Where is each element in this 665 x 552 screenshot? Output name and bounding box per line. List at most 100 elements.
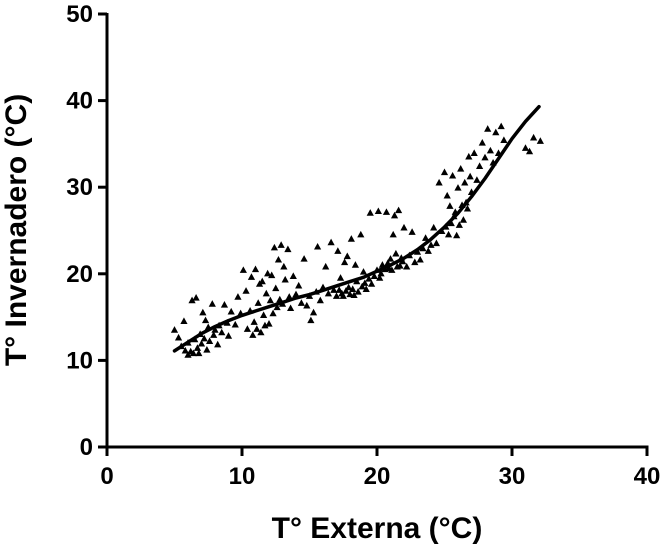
- data-point: [461, 179, 468, 186]
- tick-labels: 0 10 20 30 40 0 10 20 30 40 50: [66, 1, 660, 490]
- data-point: [314, 243, 321, 250]
- data-point: [484, 125, 491, 132]
- data-point: [295, 282, 302, 289]
- data-point: [481, 154, 488, 161]
- data-point: [444, 192, 451, 199]
- data-point: [400, 224, 407, 231]
- data-point: [251, 318, 258, 325]
- data-point: [249, 331, 256, 338]
- data-point: [244, 325, 251, 332]
- y-tick-label: 50: [66, 1, 93, 28]
- data-point: [180, 317, 187, 324]
- axes: [98, 13, 649, 456]
- data-point: [252, 265, 259, 272]
- data-point: [298, 299, 305, 306]
- data-point: [460, 216, 467, 223]
- data-point: [199, 309, 206, 316]
- data-point: [471, 149, 478, 156]
- data-point: [352, 261, 359, 268]
- data-point: [310, 309, 317, 316]
- data-point: [228, 308, 235, 315]
- data-point: [334, 247, 341, 254]
- data-point: [240, 266, 247, 273]
- data-point: [267, 297, 274, 304]
- data-point: [409, 228, 416, 235]
- data-point: [367, 209, 374, 216]
- data-point: [278, 241, 285, 248]
- data-point: [537, 137, 544, 144]
- data-point: [317, 297, 324, 304]
- data-point: [383, 208, 390, 215]
- x-tick-label: 10: [229, 463, 256, 490]
- data-point: [457, 165, 464, 172]
- y-tick-label: 0: [80, 434, 93, 461]
- data-point: [221, 301, 228, 308]
- data-point: [284, 246, 291, 253]
- y-tick-label: 30: [66, 174, 93, 201]
- data-point: [473, 176, 480, 183]
- data-point: [487, 147, 494, 154]
- data-point: [341, 259, 348, 266]
- data-point: [360, 268, 367, 275]
- y-tick-label: 40: [66, 88, 93, 115]
- data-point: [260, 311, 267, 318]
- data-point: [357, 231, 364, 238]
- data-point: [218, 329, 225, 336]
- data-point: [193, 294, 200, 301]
- data-point: [417, 256, 424, 263]
- data-point: [441, 168, 448, 175]
- data-point: [290, 272, 297, 279]
- data-point: [203, 346, 210, 353]
- data-point: [337, 274, 344, 281]
- x-tick-label: 40: [634, 463, 661, 490]
- y-axis-title: T° Invernadero (°C): [0, 94, 33, 366]
- data-point: [171, 326, 178, 333]
- y-tick-label: 10: [66, 347, 93, 374]
- y-tick-label: 20: [66, 261, 93, 288]
- x-tick-label: 20: [364, 463, 391, 490]
- data-point: [265, 320, 272, 327]
- data-point: [214, 341, 221, 348]
- data-point: [248, 273, 255, 280]
- data-point: [344, 252, 351, 259]
- data-point: [232, 321, 239, 328]
- data-point: [253, 325, 260, 332]
- data-point: [282, 276, 289, 283]
- data-point: [269, 310, 276, 317]
- data-point: [476, 162, 483, 169]
- data-point: [375, 207, 382, 214]
- data-point: [307, 317, 314, 324]
- data-point: [225, 332, 232, 339]
- data-point: [272, 285, 279, 292]
- data-point: [453, 232, 460, 239]
- data-point: [175, 334, 182, 341]
- data-point: [392, 250, 399, 257]
- data-point: [275, 256, 282, 263]
- x-tick-label: 30: [499, 463, 526, 490]
- x-tick-label: 0: [100, 463, 113, 490]
- data-point: [280, 263, 287, 270]
- data-point: [445, 231, 452, 238]
- data-point: [242, 287, 249, 294]
- data-point: [271, 244, 278, 251]
- data-point: [446, 202, 453, 209]
- data-point: [436, 179, 443, 186]
- data-point: [328, 239, 335, 246]
- data-point: [530, 134, 537, 141]
- data-point: [449, 172, 456, 179]
- data-point: [348, 235, 355, 242]
- data-point: [209, 300, 216, 307]
- data-point: [390, 231, 397, 238]
- data-point: [322, 263, 329, 270]
- data-point: [479, 139, 486, 146]
- data-point: [498, 123, 505, 130]
- data-point: [500, 136, 507, 143]
- data-point: [301, 255, 308, 262]
- data-point: [467, 173, 474, 180]
- x-axis-title: T° Externa (°C): [272, 512, 483, 545]
- data-point: [234, 293, 241, 300]
- data-point: [202, 317, 209, 324]
- data-point: [522, 144, 529, 151]
- data-point: [454, 184, 461, 191]
